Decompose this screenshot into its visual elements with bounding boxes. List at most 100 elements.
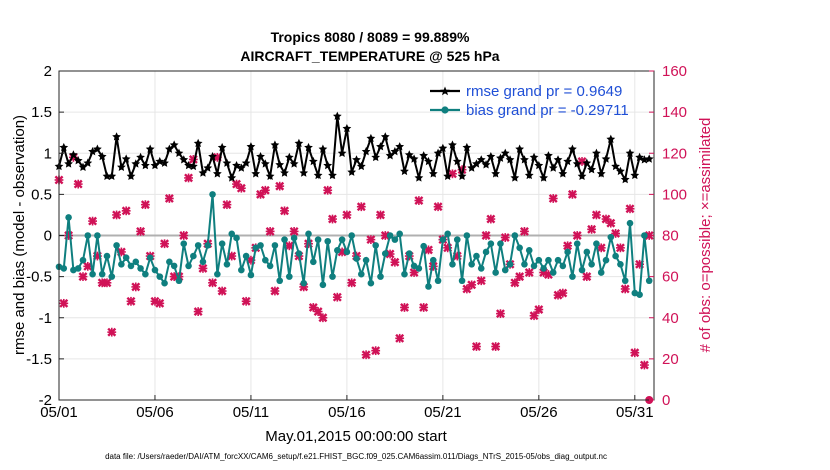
bias-point	[295, 250, 303, 257]
nobs-point	[639, 360, 649, 370]
rmse-point	[174, 148, 184, 157]
bias-point	[511, 232, 519, 239]
rmse-point	[203, 163, 213, 172]
rmse-point	[592, 148, 601, 157]
bias-point	[223, 260, 231, 268]
bias-point	[94, 232, 101, 239]
bias-point	[453, 236, 461, 243]
nobs-point	[572, 231, 582, 240]
rmse-point	[294, 138, 304, 148]
bias-point	[525, 247, 533, 254]
nobs-point	[342, 210, 352, 220]
nobs-point	[222, 200, 232, 210]
nobs-point	[591, 210, 601, 220]
rmse-point	[419, 151, 429, 160]
rmse-point	[112, 132, 121, 141]
rmse-point	[462, 142, 472, 152]
nobs-point	[376, 210, 385, 220]
legend-rmse-label: rmse grand pr = 0.9649	[466, 83, 622, 100]
rmse-point	[630, 170, 640, 180]
rmse-point	[208, 151, 217, 161]
rmse-point	[179, 155, 189, 164]
bias-point	[612, 252, 619, 260]
rmse-point	[443, 171, 453, 180]
bias-point	[170, 262, 178, 270]
rmse-point	[131, 159, 141, 168]
bias-point	[381, 250, 389, 257]
rmse-point	[366, 133, 376, 143]
bias-point	[89, 270, 96, 278]
nobs-point	[217, 286, 227, 296]
bias-point	[300, 279, 308, 287]
bias-point	[108, 273, 116, 280]
nobs-point	[83, 261, 93, 271]
nobs-point	[615, 243, 625, 253]
x-axis-ticks: 05/01 05/06 05/11 05/16 05/21 05/26 05/31	[40, 395, 654, 421]
nobs-point	[491, 342, 501, 351]
rmse-point	[88, 147, 97, 156]
chart-title-line-2: AIRCRAFT_TEMPERATURE @ 525 hPa	[240, 48, 499, 64]
rmse-point	[141, 160, 150, 170]
bias-point	[645, 277, 653, 285]
nobs-point	[184, 173, 194, 183]
nobs-point	[519, 226, 529, 236]
bias-point	[218, 240, 226, 248]
rmse-point	[438, 143, 448, 153]
nobs-point	[534, 305, 544, 314]
rmse-point	[611, 161, 620, 171]
rmse-point	[553, 155, 563, 164]
x-tick-label: 05/31	[616, 404, 654, 421]
bias-point	[343, 248, 351, 256]
nobs-point	[630, 348, 640, 358]
rmse-point	[644, 154, 654, 163]
rmse-point	[548, 163, 558, 172]
right-tick-label: 40	[662, 310, 679, 327]
rmse-point	[83, 158, 93, 167]
right-tick-label: 140	[662, 104, 687, 121]
bias-point	[286, 273, 293, 280]
rmse-point	[414, 173, 424, 182]
x-axis-label: May.01,2015 00:00:00 start	[265, 428, 447, 445]
rmse-point	[64, 159, 73, 168]
bias-point	[113, 242, 120, 249]
nobs-point	[136, 226, 146, 236]
rmse-point	[318, 144, 328, 153]
nobs-point	[198, 263, 208, 273]
rmse-point	[222, 158, 232, 167]
rmse-point	[212, 169, 222, 178]
rmse-point	[260, 159, 270, 168]
bias-point	[477, 265, 485, 272]
nobs-point	[78, 272, 88, 282]
legend-bias-label: bias grand pr = -0.29711	[466, 102, 629, 119]
rmse-point	[395, 142, 405, 151]
bias-point	[559, 262, 567, 270]
x-tick-label: 05/11	[233, 404, 269, 421]
bias-point	[439, 236, 447, 243]
rmse-point	[385, 151, 395, 160]
nobs-point	[419, 303, 429, 312]
nobs-point	[400, 303, 409, 312]
bias-point	[492, 269, 499, 276]
rmse-point	[606, 134, 616, 143]
left-tick-label: -0.5	[26, 269, 52, 286]
rmse-point	[371, 152, 381, 162]
rmse-point	[304, 142, 313, 152]
nobs-point	[606, 218, 616, 228]
bias-point	[497, 240, 504, 248]
rmse-point	[251, 169, 261, 178]
bias-point	[127, 262, 135, 270]
bias-point	[482, 248, 490, 256]
bias-point	[103, 252, 111, 260]
nobs-point	[380, 231, 390, 240]
rmse-point	[73, 156, 83, 165]
bias-point	[276, 277, 284, 285]
nobs-point	[280, 206, 289, 216]
bias-point	[209, 191, 216, 198]
bias-point	[391, 236, 399, 243]
rmse-point	[299, 168, 309, 177]
rmse-point	[265, 171, 275, 180]
bias-point	[281, 236, 288, 243]
rmse-point	[97, 151, 107, 161]
rmse-point	[308, 156, 318, 166]
bias-point	[405, 250, 413, 257]
